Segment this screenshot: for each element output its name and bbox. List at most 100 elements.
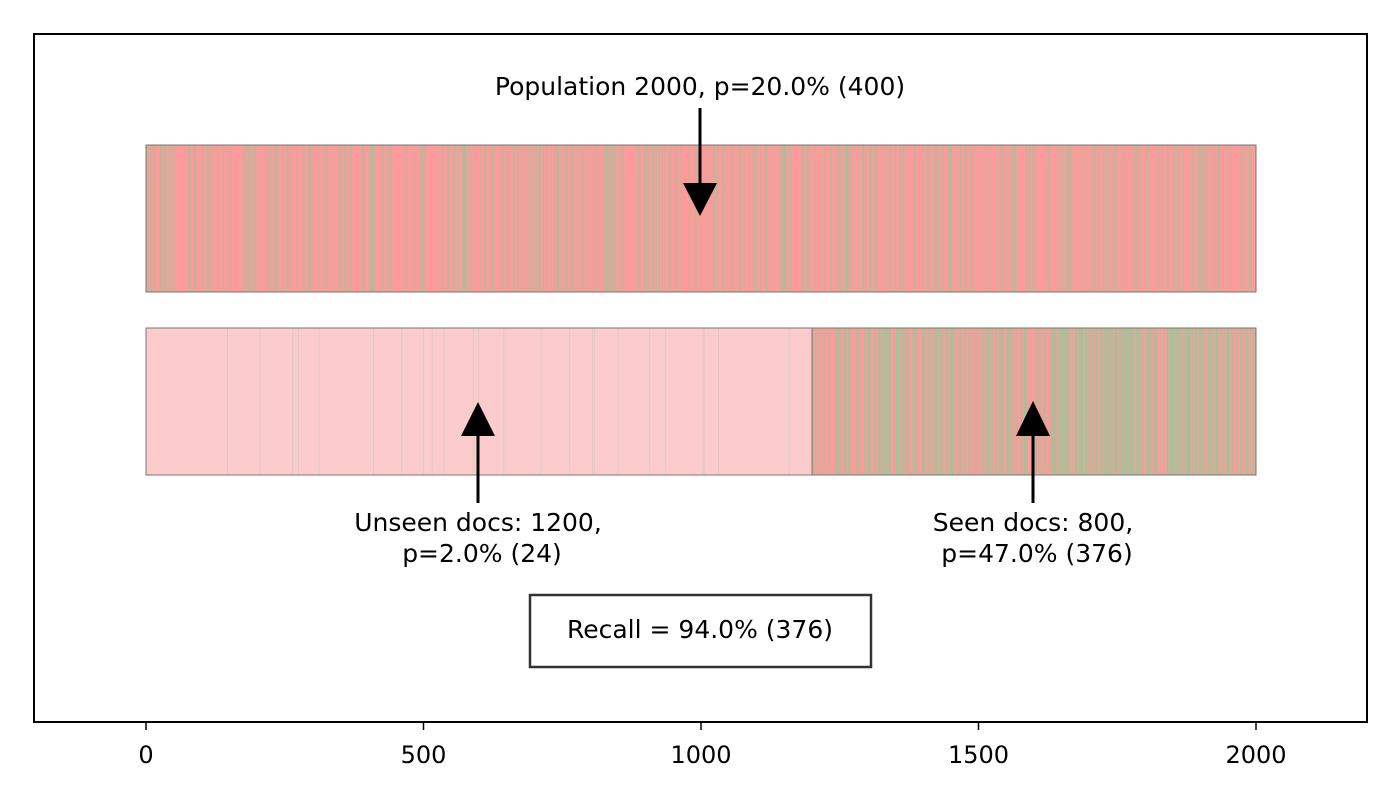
relevant-doc-stripe	[1187, 328, 1189, 475]
relevant-doc-stripe	[821, 145, 823, 292]
relevant-doc-stripe	[1095, 328, 1096, 475]
relevant-doc-stripe	[1142, 328, 1144, 475]
relevant-doc-stripe	[1015, 145, 1016, 292]
relevant-doc-stripe	[923, 328, 925, 475]
relevant-doc-stripe	[1254, 328, 1256, 475]
relevant-doc-stripe	[276, 145, 278, 292]
relevant-doc-stripe	[1186, 328, 1188, 475]
relevant-doc-stripe	[1031, 145, 1033, 292]
relevant-doc-stripe	[819, 328, 821, 475]
relevant-doc-stripe	[664, 145, 666, 292]
relevant-doc-stripe	[903, 328, 905, 475]
relevant-doc-stripe	[902, 328, 904, 475]
relevant-doc-stripe	[1008, 328, 1010, 475]
relevant-doc-stripe	[1202, 145, 1204, 292]
relevant-doc-stripe	[896, 328, 898, 475]
relevant-doc-stripe	[1080, 328, 1082, 475]
relevant-doc-stripe	[838, 145, 839, 292]
relevant-doc-stripe	[807, 145, 809, 292]
relevant-doc-stripe	[1180, 145, 1182, 292]
relevant-doc-stripe	[830, 145, 832, 292]
unseen-arrow	[461, 402, 495, 503]
relevant-doc-stripe	[1131, 328, 1133, 475]
relevant-doc-stripe	[1092, 328, 1094, 475]
relevant-doc-stripe	[854, 145, 855, 292]
relevant-doc-stripe	[1177, 328, 1179, 475]
relevant-doc-stripe	[1025, 328, 1027, 475]
relevant-doc-stripe	[950, 328, 951, 475]
relevant-doc-stripe	[611, 145, 613, 292]
relevant-doc-stripe	[311, 145, 313, 292]
relevant-doc-stripe	[1203, 145, 1205, 292]
relevant-doc-stripe	[1247, 328, 1249, 475]
relevant-doc-stripe	[1209, 328, 1211, 475]
relevant-doc-stripe	[1180, 328, 1182, 475]
relevant-doc-stripe	[1185, 328, 1187, 475]
relevant-doc-stripe	[309, 145, 311, 292]
relevant-doc-stripe	[534, 145, 536, 292]
relevant-doc-stripe	[447, 145, 449, 292]
relevant-doc-stripe	[1155, 328, 1157, 475]
relevant-doc-stripe	[1110, 328, 1112, 475]
relevant-doc-stripe	[1166, 328, 1168, 475]
relevant-doc-stripe	[162, 145, 164, 292]
relevant-doc-stripe	[843, 328, 845, 475]
relevant-doc-stripe	[1140, 145, 1141, 292]
relevant-doc-stripe	[1057, 328, 1059, 475]
relevant-doc-stripe	[1212, 328, 1213, 475]
relevant-doc-stripe	[914, 145, 916, 292]
relevant-doc-stripe	[1193, 145, 1195, 292]
relevant-doc-stripe	[147, 145, 148, 292]
relevant-doc-stripe	[780, 145, 782, 292]
relevant-doc-stripe	[1082, 328, 1084, 475]
relevant-doc-stripe	[856, 328, 858, 475]
relevant-doc-stripe	[738, 145, 740, 292]
relevant-doc-stripe	[900, 328, 902, 475]
relevant-doc-stripe	[437, 145, 439, 292]
relevant-doc-stripe	[1151, 328, 1153, 475]
relevant-doc-stripe	[881, 328, 883, 475]
relevant-doc-stripe	[1068, 145, 1070, 292]
relevant-doc-stripe	[765, 145, 767, 292]
relevant-doc-stripe	[421, 145, 423, 292]
relevant-doc-stripe	[934, 328, 935, 475]
relevant-doc-stripe	[568, 328, 570, 475]
relevant-doc-stripe	[1066, 328, 1068, 475]
relevant-doc-stripe	[1025, 328, 1026, 475]
relevant-doc-stripe	[969, 145, 971, 292]
relevant-doc-stripe	[1126, 328, 1128, 475]
relevant-doc-stripe	[844, 328, 846, 475]
relevant-doc-stripe	[1104, 328, 1106, 475]
relevant-doc-stripe	[503, 328, 505, 475]
relevant-doc-stripe	[585, 145, 587, 292]
relevant-doc-stripe	[604, 145, 606, 292]
relevant-doc-stripe	[1177, 145, 1179, 292]
relevant-doc-stripe	[878, 328, 879, 475]
relevant-doc-stripe	[259, 328, 261, 475]
relevant-doc-stripe	[1203, 328, 1205, 475]
relevant-doc-stripe	[1106, 328, 1108, 475]
relevant-doc-stripe	[873, 328, 875, 475]
relevant-doc-stripe	[1188, 328, 1190, 475]
relevant-doc-stripe	[1208, 328, 1210, 475]
relevant-doc-stripe	[927, 145, 929, 292]
relevant-doc-stripe	[700, 145, 702, 292]
relevant-doc-stripe	[1059, 328, 1061, 475]
relevant-doc-stripe	[1132, 145, 1134, 292]
relevant-doc-stripe	[298, 328, 299, 475]
relevant-doc-stripe	[1187, 328, 1188, 475]
relevant-doc-stripe	[936, 328, 938, 475]
relevant-doc-stripe	[362, 145, 364, 292]
relevant-doc-stripe	[1219, 145, 1221, 292]
relevant-doc-stripe	[296, 145, 298, 292]
relevant-doc-stripe	[883, 328, 884, 475]
relevant-doc-stripe	[1079, 328, 1081, 475]
relevant-doc-stripe	[932, 328, 934, 475]
relevant-doc-stripe	[1064, 328, 1066, 475]
relevant-doc-stripe	[989, 328, 991, 475]
seen-bar	[811, 327, 1257, 476]
relevant-doc-stripe	[491, 145, 493, 292]
relevant-doc-stripe	[1122, 328, 1124, 475]
relevant-doc-stripe	[1096, 328, 1097, 475]
x-tick-label: 0	[138, 741, 153, 769]
